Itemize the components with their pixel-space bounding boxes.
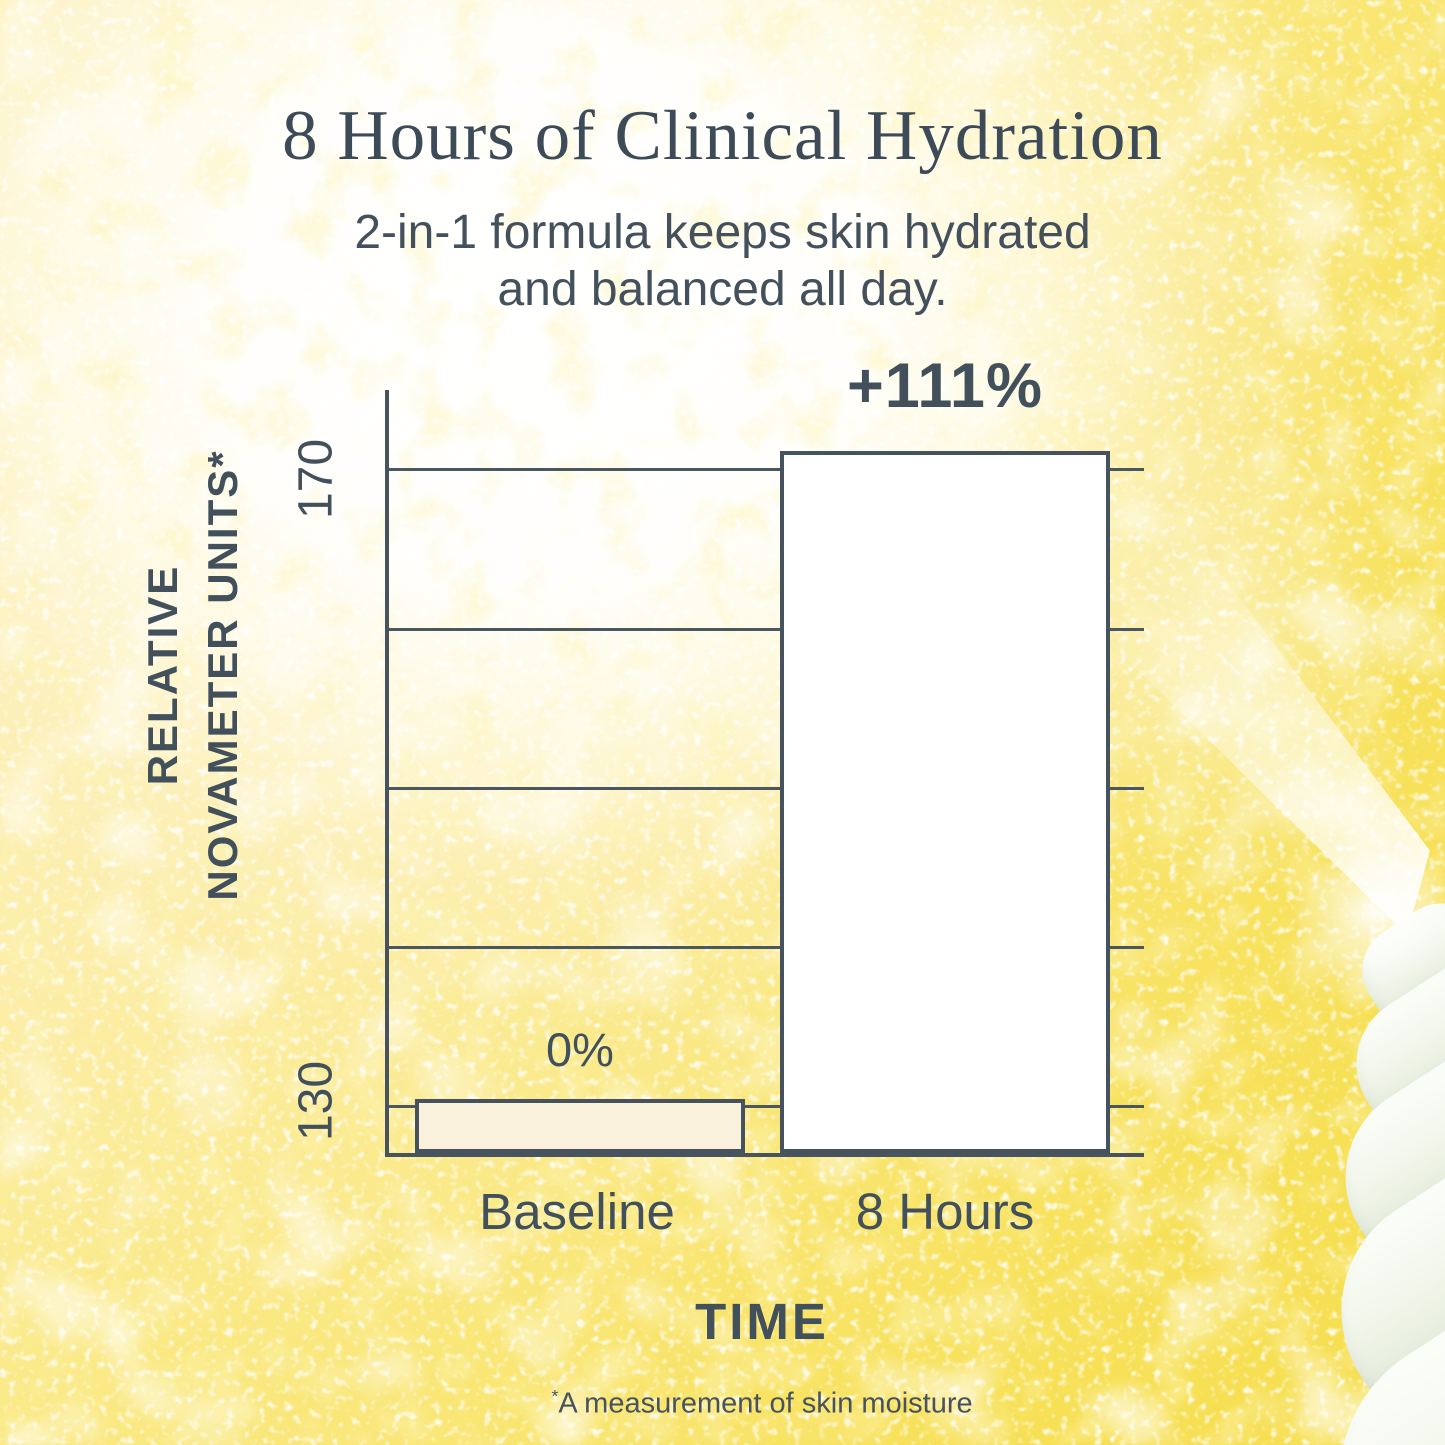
y-axis-title-line-2: NOVAMETER UNITS* bbox=[199, 449, 246, 901]
y-tick-label-170: 170 bbox=[289, 438, 343, 520]
chart-footnote: *A measurement of skin moisture bbox=[551, 1386, 972, 1421]
bar-baseline bbox=[415, 1099, 745, 1153]
subtitle-line-2: and balanced all day. bbox=[497, 263, 948, 316]
x-axis-title: TIME bbox=[695, 1293, 829, 1350]
bar-value-label-baseline: 0% bbox=[546, 1023, 614, 1076]
y-axis-title: RELATIVE NOVAMETER UNITS* bbox=[133, 449, 253, 900]
page-subtitle: 2-in-1 formula keeps skin hydrated and b… bbox=[0, 204, 1445, 318]
footnote-text: A measurement of skin moisture bbox=[558, 1387, 973, 1420]
footnote-asterisk: * bbox=[551, 1386, 559, 1406]
x-tick-label-baseline: Baseline bbox=[479, 1183, 675, 1240]
y-tick-label-130: 130 bbox=[289, 1060, 343, 1142]
subtitle-line-1: 2-in-1 formula keeps skin hydrated bbox=[354, 206, 1091, 259]
y-axis-title-line-1: RELATIVE bbox=[139, 564, 186, 786]
bar-8hours bbox=[780, 451, 1110, 1153]
spray-nozzle-mist bbox=[1290, 845, 1445, 980]
x-tick-label-8hours: 8 Hours bbox=[855, 1183, 1035, 1240]
page-title: 8 Hours of Clinical Hydration bbox=[282, 97, 1163, 175]
bar-value-label-8hours: +111% bbox=[847, 351, 1043, 421]
